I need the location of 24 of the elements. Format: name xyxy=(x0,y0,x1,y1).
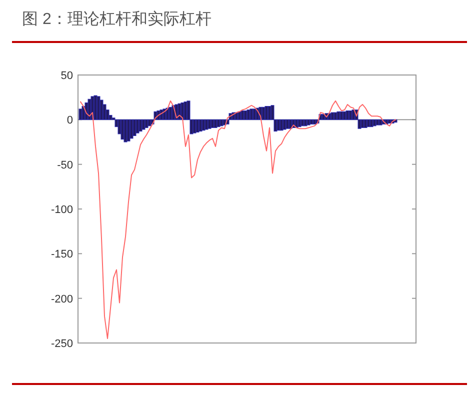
bar xyxy=(132,119,136,136)
y-tick-label: -250 xyxy=(50,338,73,350)
bar xyxy=(306,119,310,126)
bar xyxy=(142,119,146,130)
bar xyxy=(144,119,148,128)
bar xyxy=(100,100,104,120)
bar xyxy=(282,119,286,130)
bar xyxy=(330,112,334,120)
bar xyxy=(130,119,134,139)
y-tick-label: -200 xyxy=(50,293,73,306)
y-tick-label: -100 xyxy=(50,204,73,216)
y-tick-label: -50 xyxy=(57,159,73,172)
chart-title: 图 2：理论杠杆和实际杠杆 xyxy=(22,10,212,28)
bar xyxy=(334,112,338,120)
line-series xyxy=(80,100,396,340)
bar xyxy=(208,119,212,129)
bar xyxy=(136,119,140,134)
y-tick-label: -150 xyxy=(50,248,73,261)
bar xyxy=(204,119,208,130)
bar xyxy=(126,119,130,142)
y-tick-label: 50 xyxy=(60,70,73,82)
bar xyxy=(96,96,100,120)
y-tick-label: 0 xyxy=(66,114,73,127)
bar xyxy=(378,119,382,126)
